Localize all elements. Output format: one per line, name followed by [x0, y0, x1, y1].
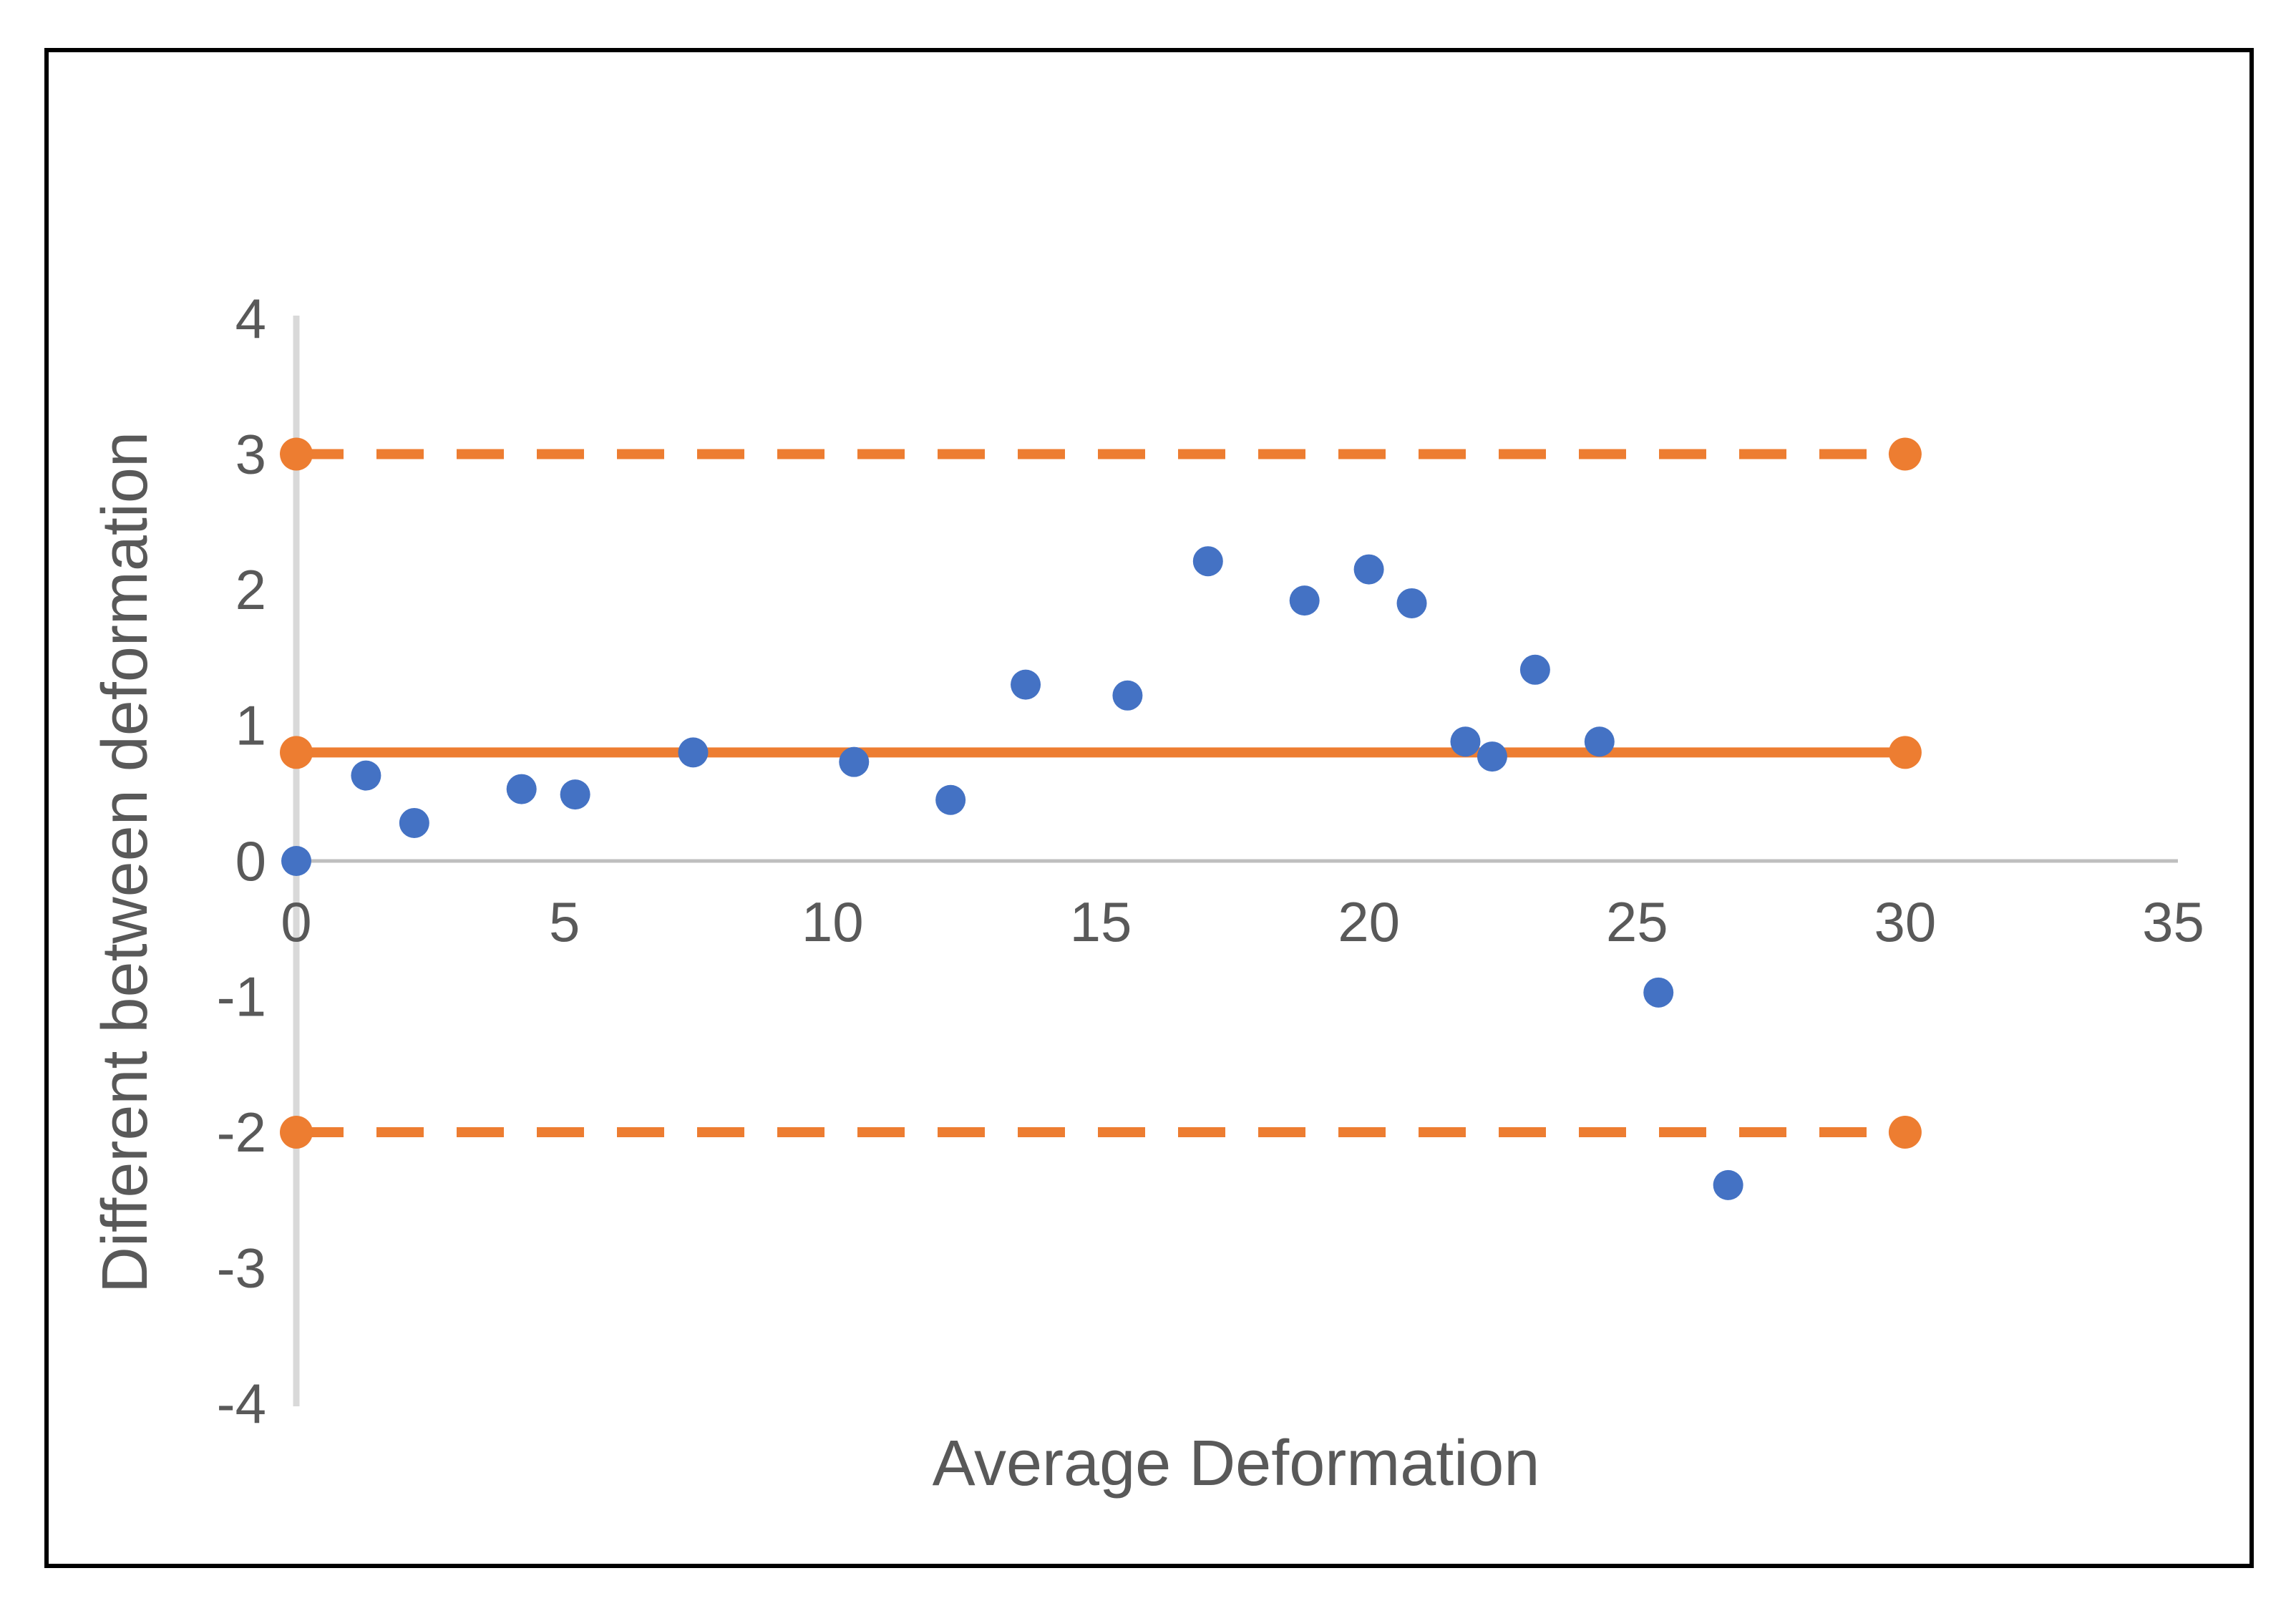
data-point — [1112, 680, 1143, 711]
data-point — [560, 779, 590, 810]
y-axis-title: Different between deformation — [89, 432, 161, 1293]
data-point — [678, 737, 709, 768]
lower-limit-line-end-marker — [1888, 1116, 1922, 1149]
y-tick-label: -4 — [217, 1372, 266, 1435]
data-points-layer — [281, 546, 1743, 1200]
data-point — [399, 807, 429, 838]
data-point — [1643, 977, 1674, 1008]
x-tick-label: 35 — [2142, 890, 2204, 953]
data-point — [1011, 669, 1041, 700]
data-point — [1289, 585, 1320, 616]
upper-limit-line-start-marker — [280, 437, 313, 471]
y-tick-label: 1 — [235, 694, 266, 757]
figure-border — [44, 48, 2254, 1568]
data-point — [506, 774, 537, 804]
y-tick-label: 3 — [235, 423, 266, 486]
data-point — [1584, 726, 1615, 757]
data-point — [1396, 588, 1427, 618]
lower-limit-line-start-marker — [280, 1116, 313, 1149]
data-point — [935, 784, 966, 815]
data-point — [1519, 654, 1550, 685]
upper-limit-line-end-marker — [1888, 437, 1922, 471]
mean-line-end-marker — [1888, 736, 1922, 769]
y-tick-label: 4 — [235, 287, 266, 350]
reference-lines-layer — [280, 437, 1922, 1149]
mean-line-start-marker — [280, 736, 313, 769]
data-point — [1353, 554, 1384, 585]
x-tick-label: 0 — [281, 890, 311, 953]
x-tick-label: 20 — [1338, 890, 1400, 953]
x-axis-title: Average Deformation — [933, 1428, 1540, 1499]
x-tick-label: 30 — [1874, 890, 1937, 953]
x-tick-label: 5 — [549, 890, 580, 953]
y-tick-label: -3 — [217, 1237, 266, 1300]
y-tick-label: 0 — [235, 829, 266, 892]
y-tick-label: -2 — [217, 1101, 266, 1164]
data-point — [281, 846, 311, 876]
data-point — [1450, 726, 1481, 757]
x-tick-label: 10 — [802, 890, 864, 953]
x-tick-label: 25 — [1606, 890, 1668, 953]
data-point — [839, 746, 870, 777]
y-tick-label: 2 — [235, 558, 266, 621]
data-point — [1477, 741, 1507, 772]
data-point — [1713, 1169, 1743, 1200]
y-tick-label: -1 — [217, 965, 266, 1028]
data-point — [1192, 546, 1223, 577]
x-tick-label: 15 — [1070, 890, 1132, 953]
axes-layer — [293, 316, 2178, 1406]
data-point — [351, 760, 381, 791]
